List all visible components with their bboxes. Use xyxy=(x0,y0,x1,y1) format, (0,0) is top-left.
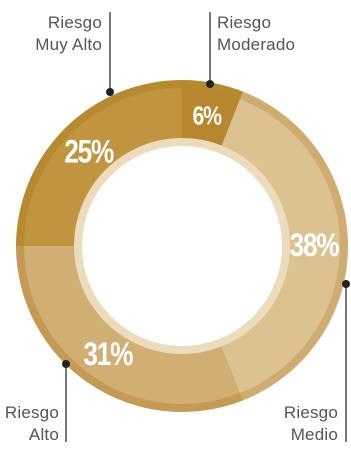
label-line-1: Riesgo xyxy=(217,13,272,32)
label-line-1: Riesgo xyxy=(283,403,338,422)
value-label-riesgo-alto: 31% xyxy=(83,338,133,373)
value-label-riesgo-moderado: 6% xyxy=(193,102,222,132)
ring-segment-riesgo-medio xyxy=(239,91,348,401)
inner-ring xyxy=(74,138,290,354)
slice-riesgo-alto xyxy=(24,246,241,405)
slice-riesgo-moderado xyxy=(182,88,241,152)
label-line-2: Muy Alto xyxy=(35,35,102,54)
leader-lines xyxy=(62,12,350,442)
label-line-2: Medio xyxy=(290,425,338,444)
label-riesgo-medio: Riesgo Medio xyxy=(284,402,338,446)
label-line-1: Riesgo xyxy=(47,13,102,32)
slices xyxy=(24,88,341,405)
center-hole xyxy=(86,150,278,342)
value-label-riesgo-medio: 38% xyxy=(290,229,340,264)
percent-labels: 6% 38% 31% 25% xyxy=(64,102,341,373)
label-riesgo-moderado: Riesgo Moderado xyxy=(217,12,295,56)
leader-riesgo-alto-dot xyxy=(62,360,70,368)
leader-riesgo-muy-alto-dot xyxy=(106,88,114,96)
ring-segment-riesgo-alto xyxy=(16,246,244,413)
label-riesgo-alto: Riesgo Alto xyxy=(5,402,59,446)
leader-riesgo-moderado-dot xyxy=(206,80,214,88)
slice-riesgo-medio xyxy=(219,99,341,393)
value-label-riesgo-muy-alto: 25% xyxy=(64,135,114,170)
label-line-2: Moderado xyxy=(217,35,296,54)
label-line-1: Riesgo xyxy=(4,403,59,422)
label-line-2: Alto xyxy=(28,425,59,444)
label-riesgo-muy-alto: Riesgo Muy Alto xyxy=(35,12,102,56)
leader-riesgo-medio-dot xyxy=(342,280,350,288)
slice-riesgo-muy-alto xyxy=(24,88,182,246)
